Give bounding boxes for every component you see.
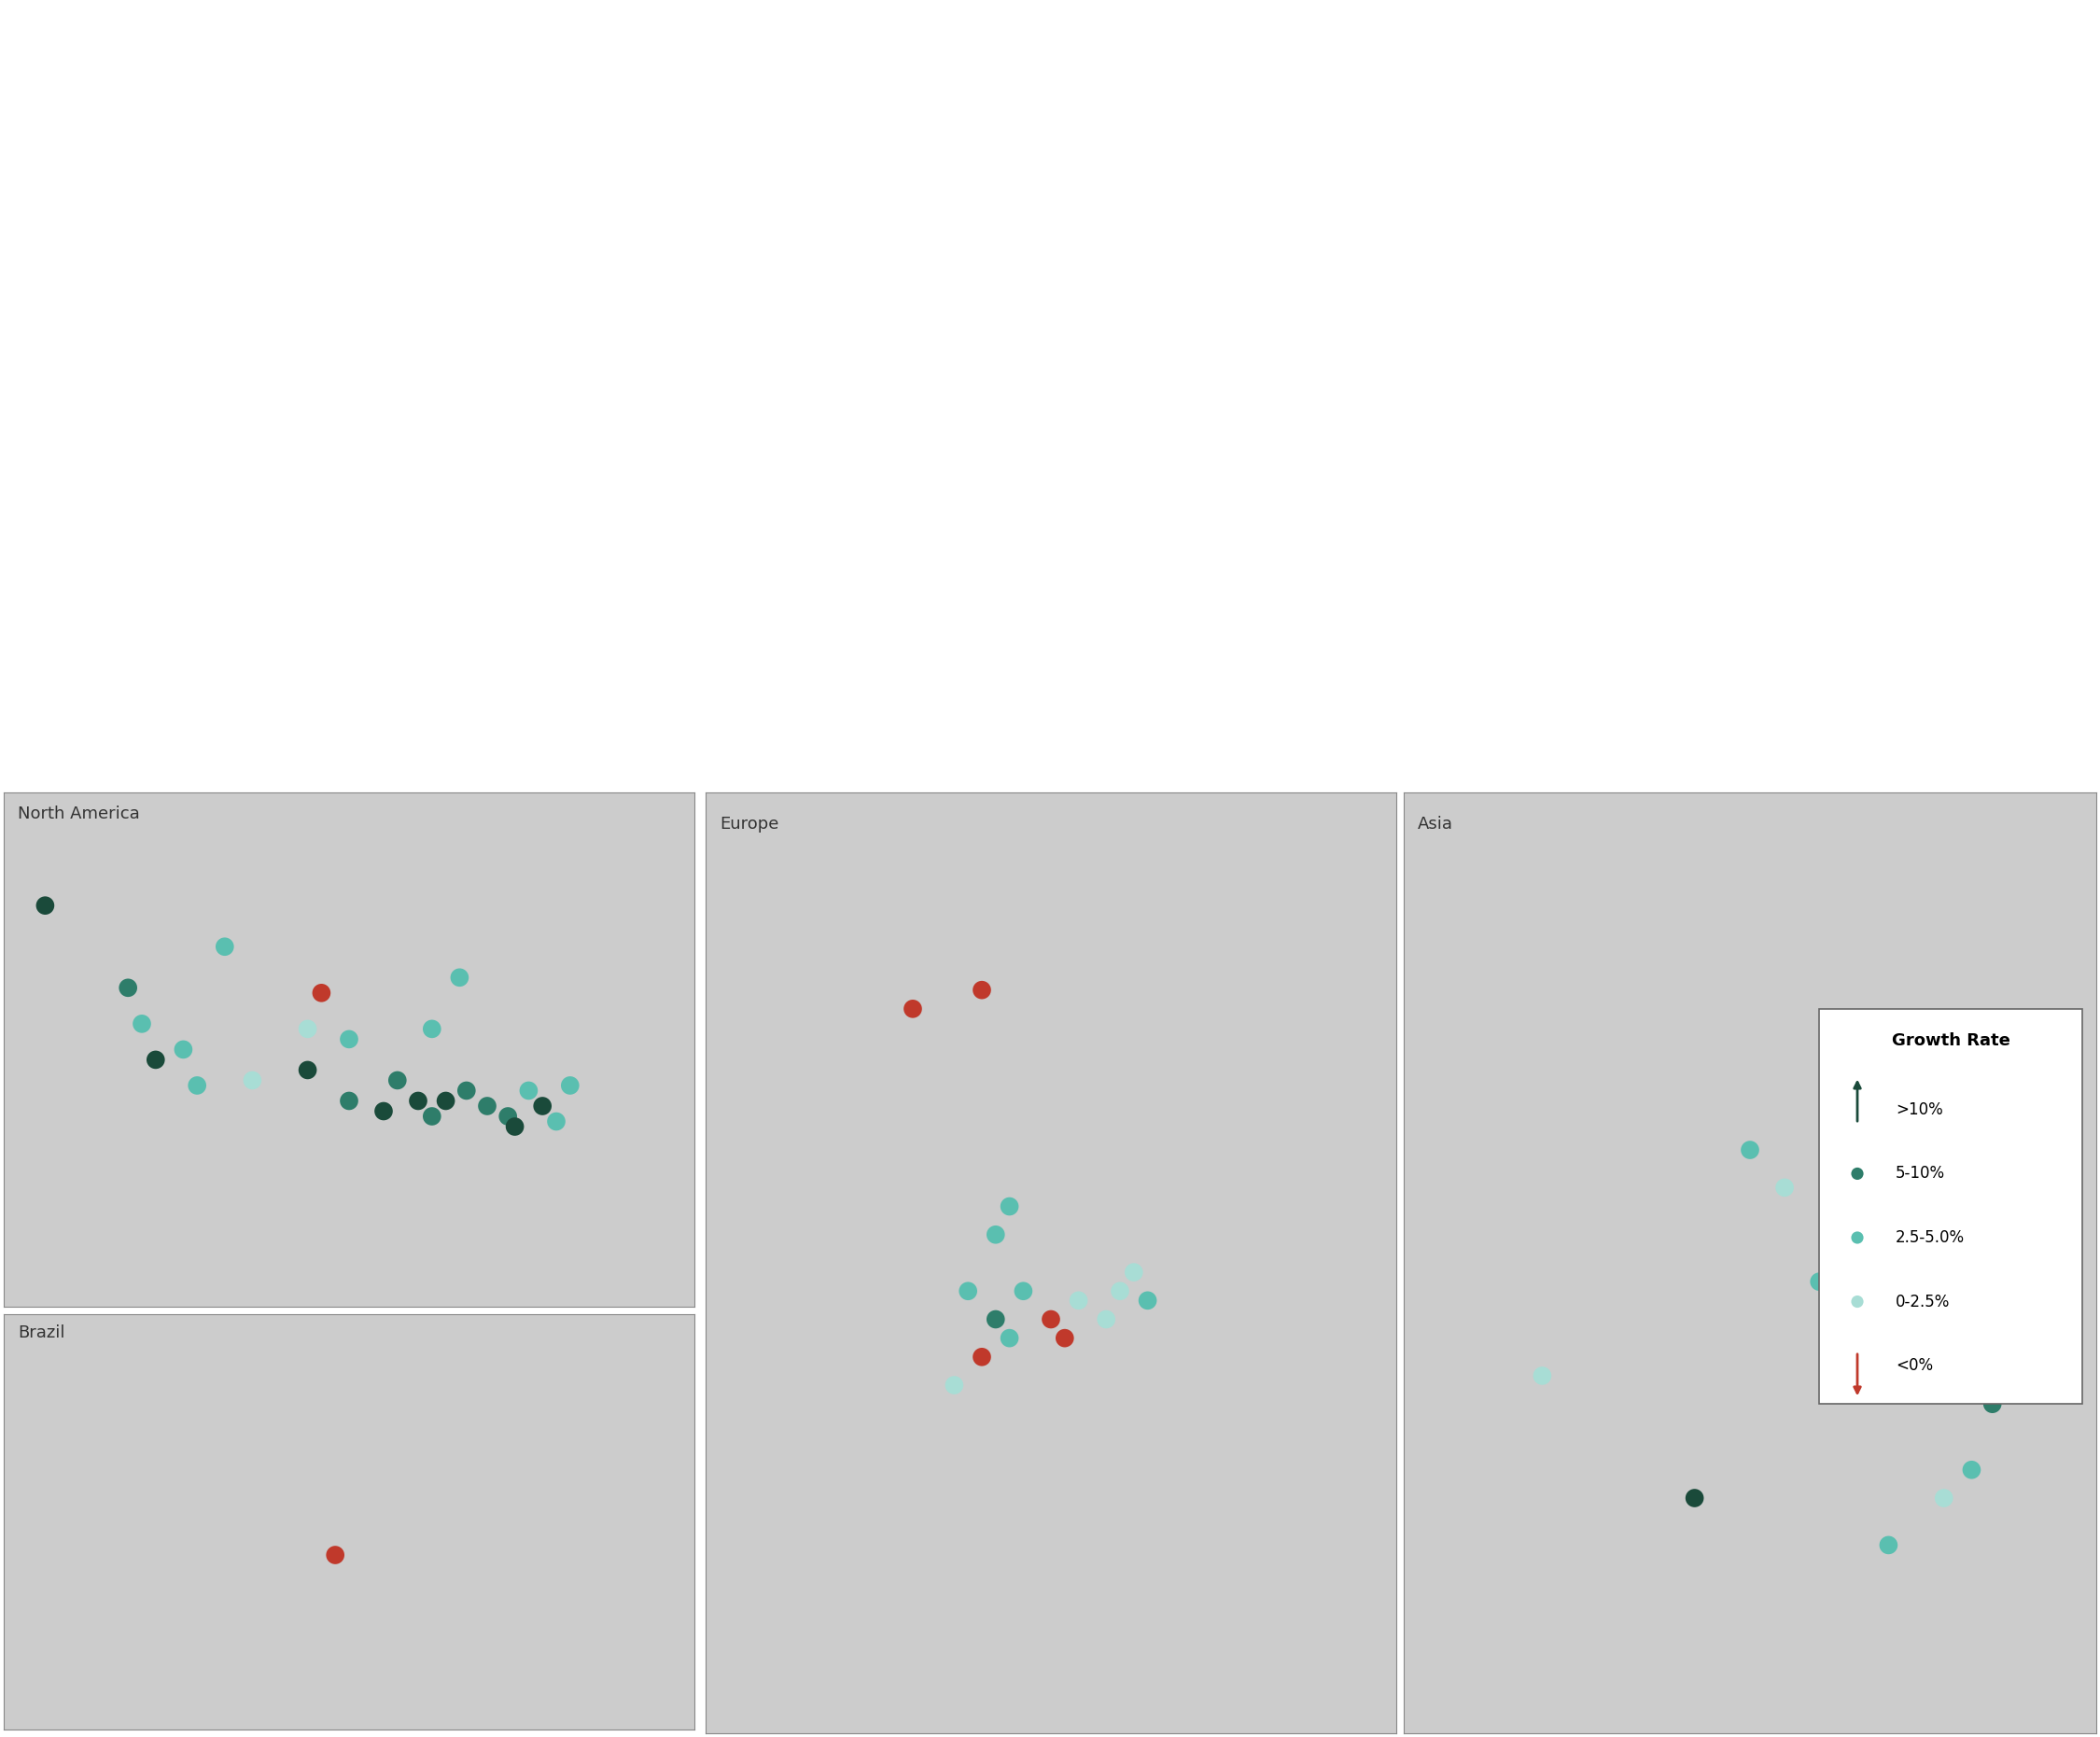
- Text: Highest Rental Growth Rate: Highest Rental Growth Rate: [42, 486, 489, 514]
- Text: 6%: 6%: [103, 120, 487, 340]
- Point: [111, 974, 145, 1002]
- Point: [1102, 1277, 1136, 1304]
- Text: 3%: 3%: [1035, 309, 1195, 400]
- Text: >10%: >10%: [1896, 1101, 1942, 1119]
- Text: Europe: Europe: [720, 816, 779, 832]
- Point: [966, 1343, 1000, 1370]
- Text: Growth Rate: Growth Rate: [1892, 1032, 2010, 1049]
- Text: <0%: <0%: [1896, 1357, 1932, 1374]
- Point: [1678, 1483, 1711, 1511]
- Point: [1117, 1258, 1151, 1285]
- Point: [1816, 1230, 1850, 1258]
- Point: [208, 933, 242, 961]
- Point: [401, 1087, 435, 1115]
- Point: [449, 1077, 483, 1105]
- Text: 3.   Nashville: 3. Nashville: [63, 613, 214, 636]
- Point: [993, 1193, 1027, 1221]
- Point: [1976, 1390, 2010, 1417]
- Point: [1048, 1324, 1082, 1351]
- Point: [380, 1067, 414, 1094]
- Point: [1840, 1160, 1873, 1188]
- Point: [540, 1108, 573, 1136]
- Point: [290, 1014, 323, 1042]
- Point: [1802, 1268, 1835, 1296]
- Point: [1871, 1532, 1905, 1560]
- Text: 0-2.5%: 0-2.5%: [1896, 1294, 1951, 1310]
- Text: Global rent growth: Global rent growth: [601, 358, 916, 389]
- Point: [1130, 1287, 1163, 1315]
- Point: [139, 1046, 172, 1073]
- Point: [979, 1221, 1012, 1249]
- Point: [416, 1103, 449, 1131]
- Point: [552, 1072, 586, 1100]
- Text: 2.5-5.0%: 2.5-5.0%: [1896, 1230, 1966, 1245]
- Point: [525, 1093, 559, 1120]
- Text: 4.   Las Vegas: 4. Las Vegas: [63, 651, 225, 674]
- Text: 2.   Tokyo: 2. Tokyo: [1117, 573, 1228, 596]
- Point: [1525, 1362, 1558, 1390]
- Text: 5-10%: 5-10%: [1896, 1166, 1945, 1183]
- Point: [897, 995, 930, 1023]
- Text: Asia: Asia: [1418, 816, 1453, 832]
- Point: [1928, 1483, 1961, 1511]
- Point: [1063, 1287, 1096, 1315]
- Point: [443, 964, 477, 992]
- Text: Brazil: Brazil: [17, 1324, 65, 1341]
- Point: [332, 1087, 365, 1115]
- Point: [428, 1087, 462, 1115]
- Point: [491, 1103, 525, 1131]
- Point: [498, 1113, 531, 1141]
- Point: [332, 1025, 365, 1053]
- Text: North America: North America: [17, 806, 139, 822]
- Point: [1768, 1174, 1802, 1202]
- Text: 2.   Chicago: 2. Chicago: [63, 573, 202, 596]
- Text: 3.   Singapore: 3. Singapore: [1117, 613, 1279, 636]
- Text: 1.   London & Southeast U.K.: 1. London & Southeast U.K.: [1117, 535, 1453, 558]
- Point: [512, 1077, 546, 1105]
- Point: [1090, 1306, 1124, 1334]
- Text: 4.   Osaka: 4. Osaka: [1117, 651, 1235, 674]
- Point: [181, 1072, 214, 1100]
- Point: [416, 1014, 449, 1042]
- Point: [966, 976, 1000, 1004]
- Point: [290, 1056, 323, 1084]
- Point: [166, 1035, 200, 1063]
- Point: [1006, 1277, 1040, 1304]
- Point: [368, 1098, 401, 1126]
- Point: [126, 1009, 160, 1037]
- Point: [319, 1541, 353, 1569]
- Text: European
rent growth: European rent growth: [1865, 158, 2001, 208]
- Point: [993, 1324, 1027, 1351]
- Point: [1033, 1306, 1067, 1334]
- Point: [29, 891, 63, 919]
- Text: 2015 Rent Growth Figures: 2015 Rent Growth Figures: [25, 17, 445, 43]
- Point: [1840, 1287, 1873, 1315]
- Text: Latin America
rent growth: Latin America rent growth: [1865, 337, 2026, 389]
- Point: [979, 1306, 1012, 1334]
- Point: [1732, 1136, 1766, 1164]
- Text: 2%: 2%: [1594, 130, 1751, 221]
- Text: 1.   SF Bay Area: 1. SF Bay Area: [63, 535, 248, 558]
- Point: [235, 1067, 269, 1094]
- Text: 5.   The Midlands: 5. The Midlands: [1117, 691, 1317, 714]
- Point: [304, 980, 338, 1007]
- Text: 2%: 2%: [1594, 309, 1751, 400]
- Point: [951, 1277, 985, 1304]
- Text: 9%: 9%: [1035, 130, 1195, 221]
- Point: [1840, 1225, 1873, 1252]
- Text: 2015 Rent Growth by Market, Top 57 Logistics Clusters Globally: 2015 Rent Growth by Market, Top 57 Logis…: [25, 749, 865, 771]
- Text: Highest Rental Rate Level: Highest Rental Rate Level: [1096, 486, 1512, 514]
- Point: [1955, 1456, 1989, 1483]
- Text: Asia rent
growth: Asia rent growth: [1306, 337, 1411, 389]
- FancyBboxPatch shape: [1819, 1009, 2083, 1403]
- Text: 5.   Cincinnati: 5. Cincinnati: [63, 691, 225, 714]
- Point: [470, 1093, 504, 1120]
- Point: [937, 1370, 970, 1398]
- Text: U.S. rent
growth: U.S. rent growth: [1306, 158, 1409, 208]
